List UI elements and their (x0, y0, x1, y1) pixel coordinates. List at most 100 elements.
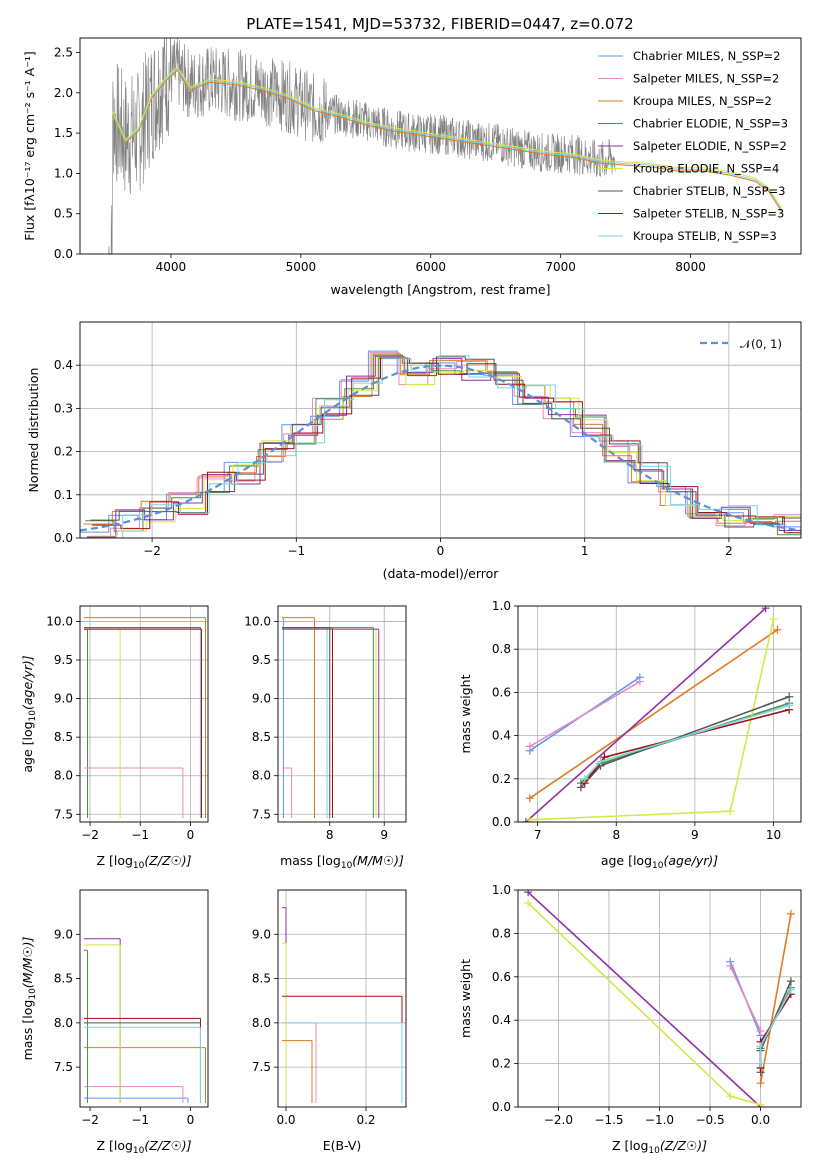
x-tick-label: 4000 (156, 260, 187, 274)
y-tick-label: 0.5 (54, 207, 73, 221)
x-tick-label: −1.0 (645, 1113, 674, 1127)
x-axis-label: mass [log10(M/M☉)] (280, 853, 404, 871)
y-axis-label: Flux [fλ10⁻¹⁷ erg cm⁻² s⁻¹ A⁻¹] (22, 51, 37, 240)
y-tick-label: 1.5 (54, 126, 73, 140)
x-axis-label-text: Z [log (96, 1138, 132, 1153)
x-axis-label-text: Z [log (96, 853, 132, 868)
y-tick-label: 8.5 (54, 730, 73, 744)
y-tick-label: 10.0 (46, 614, 73, 628)
x-axis-label-tail: (Z/Z☉)] (144, 1138, 191, 1153)
histogram-8 (93, 355, 801, 538)
legend-entry: Kroupa MILES, N_SSP=2 (633, 94, 772, 108)
x-tick-label: 8000 (675, 260, 706, 274)
y-tick-label: 0.6 (492, 685, 511, 699)
x-tick-label: 0 (437, 544, 445, 558)
x-tick-label: −2 (143, 544, 161, 558)
weight-line-2 (529, 629, 778, 799)
y-tick-label: 0.2 (492, 1057, 511, 1071)
y-tick-label: 9.0 (54, 927, 73, 941)
legend-entry: Kroupa ELODIE, N_SSP=4 (633, 162, 779, 176)
x-tick-label: 6000 (415, 260, 446, 274)
y-tick-label: 9.0 (252, 692, 271, 706)
x-tick-label: 10 (766, 828, 781, 842)
normal-curve (80, 364, 801, 532)
legend-entry: Salpeter MILES, N_SSP=2 (633, 72, 779, 86)
plot-area (84, 938, 206, 1103)
x-axis-label-tail: (M/M☉)] (352, 853, 404, 868)
x-axis-label: age [log10(age/yr)] (601, 853, 718, 871)
plot-area (278, 606, 406, 822)
histogram-5 (88, 356, 801, 537)
y-tick-label: 1.0 (492, 599, 511, 613)
x-tick-label: −2 (81, 828, 99, 842)
x-axis-label-text: mass [log (280, 853, 341, 868)
y-tick-label: 9.0 (54, 692, 73, 706)
x-tick-label: 0.0 (751, 1113, 770, 1127)
y-tick-label: 0.0 (492, 1100, 511, 1114)
plot-area (108, 38, 782, 254)
y-tick-label: 8.5 (252, 972, 271, 986)
y-tick-label: 8.0 (54, 1016, 73, 1030)
y-axis-label: mass [log10(M/M☉)] (20, 936, 38, 1060)
y-tick-label: 0.2 (54, 445, 73, 459)
x-tick-label: −1.5 (594, 1113, 623, 1127)
axes-frame (79, 321, 802, 539)
y-tick-label: 2.0 (54, 86, 73, 100)
axes-frame (79, 37, 802, 255)
x-tick-label: 0.0 (276, 1113, 295, 1127)
x-axis-label-tail: (age/yr)] (663, 853, 718, 868)
x-tick-label: −1 (131, 828, 149, 842)
axes-frame (277, 889, 407, 1108)
x-axis-label: E(B-V) (323, 1138, 362, 1153)
y-tick-label: 7.5 (54, 807, 73, 821)
histogram-6 (90, 356, 801, 528)
x-axis-label-tail: (Z/Z☉)] (660, 1138, 707, 1153)
x-axis-label-tail: (Z/Z☉)] (144, 853, 191, 868)
x-tick-label: 0.2 (356, 1113, 375, 1127)
legend-entry: Chabrier MILES, N_SSP=2 (633, 49, 780, 63)
y-axis-label-sub: 10 (28, 988, 38, 1000)
x-axis-label-sub: 10 (133, 861, 145, 871)
x-axis-label-sub: 10 (652, 861, 664, 871)
x-tick-label: −1 (131, 1113, 149, 1127)
x-tick-label: 7 (534, 828, 542, 842)
weight-line-2 (759, 913, 792, 1084)
y-tick-label: 0.4 (492, 1013, 511, 1027)
weight-line-4 (525, 607, 767, 822)
y-axis-label-sub: 10 (28, 710, 38, 722)
x-tick-label: −0.5 (695, 1113, 724, 1127)
y-axis-label-text: mass weight (458, 674, 473, 753)
y-tick-label: 0.6 (492, 970, 511, 984)
x-tick-label: −1 (287, 544, 305, 558)
x-axis-label: Z [log10(Z/Z☉)] (612, 1138, 707, 1156)
y-axis-label-text: mass [log (20, 1000, 35, 1061)
x-axis-label-text: Z [log (612, 1138, 648, 1153)
y-tick-label: 8.0 (252, 1016, 271, 1030)
weight-line-1 (729, 965, 762, 1032)
x-tick-label: 8 (326, 828, 334, 842)
y-tick-label: 2.5 (54, 46, 73, 60)
x-tick-label: 0 (187, 1113, 195, 1127)
y-tick-label: 8.5 (54, 972, 73, 986)
histogram-7 (92, 357, 801, 534)
legend-entry: Salpeter STELIB, N_SSP=3 (633, 207, 784, 221)
plot-area (518, 890, 801, 1107)
model-line-5 (112, 66, 782, 209)
y-tick-label: 10.0 (244, 614, 271, 628)
y-tick-label: 9.5 (252, 653, 271, 667)
y-tick-label: 7.5 (252, 1060, 271, 1074)
y-axis-label: mass weight (458, 674, 473, 753)
legend-entry: Chabrier STELIB, N_SSP=3 (633, 184, 785, 198)
x-axis-label: Z [log10(Z/Z☉)] (96, 853, 191, 871)
x-axis-label-text: age [log (601, 853, 652, 868)
y-axis-label: age [log10(age/yr)] (20, 655, 38, 772)
y-axis-label: mass weight (458, 959, 473, 1038)
y-tick-label: 7.5 (54, 1060, 73, 1074)
y-axis-label-text: age [log (20, 721, 35, 772)
y-tick-label: 8.5 (252, 730, 271, 744)
x-tick-label: 0 (187, 828, 195, 842)
panel-weight-vs-age: 7 8 9 10 0.0 0.2 0.4 0.6 0.8 1.0 mass weight age [l… (458, 599, 802, 871)
y-tick-label: 0.4 (492, 729, 511, 743)
